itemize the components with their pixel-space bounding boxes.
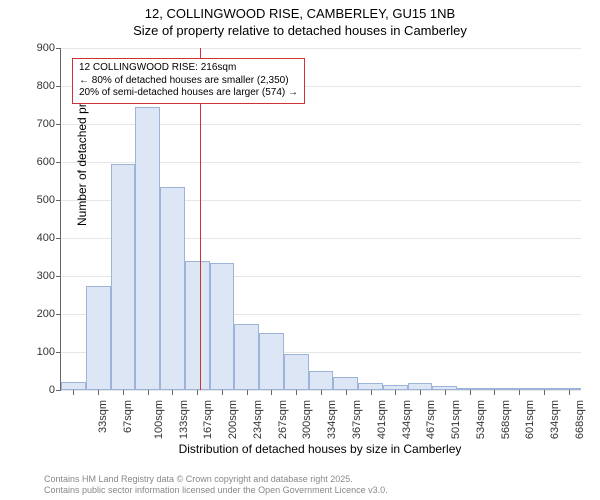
xtick-label: 534sqm	[475, 400, 487, 439]
chart-container: 12, COLLINGWOOD RISE, CAMBERLEY, GU15 1N…	[0, 0, 600, 500]
histogram-bar	[309, 371, 334, 390]
xtick-mark	[73, 390, 74, 395]
xtick-label: 300sqm	[302, 400, 314, 439]
xtick-mark	[420, 390, 421, 395]
histogram-bar	[259, 333, 284, 390]
histogram-bar	[61, 382, 86, 390]
xtick-label: 33sqm	[97, 400, 109, 433]
xtick-mark	[371, 390, 372, 395]
xtick-label: 367sqm	[351, 400, 363, 439]
histogram-bar	[284, 354, 309, 390]
chart-titles: 12, COLLINGWOOD RISE, CAMBERLEY, GU15 1N…	[0, 0, 600, 40]
title-line-2: Size of property relative to detached ho…	[0, 23, 600, 40]
xtick-label: 200sqm	[227, 400, 239, 439]
ytick-label: 400	[37, 232, 61, 244]
xtick-label: 100sqm	[153, 400, 165, 439]
ytick-label: 100	[37, 346, 61, 358]
ytick-label: 500	[37, 194, 61, 206]
histogram-bar	[210, 263, 235, 390]
xtick-mark	[98, 390, 99, 395]
xtick-label: 133sqm	[178, 400, 190, 439]
xtick-mark	[519, 390, 520, 395]
footer: Contains HM Land Registry data © Crown c…	[44, 474, 388, 497]
ytick-label: 200	[37, 308, 61, 320]
xtick-mark	[321, 390, 322, 395]
annotation-line: ← 80% of detached houses are smaller (2,…	[79, 75, 298, 88]
ytick-label: 700	[37, 118, 61, 130]
xtick-label: 167sqm	[203, 400, 215, 439]
xtick-label: 668sqm	[574, 400, 586, 439]
xtick-mark	[569, 390, 570, 395]
annotation-line: 12 COLLINGWOOD RISE: 216sqm	[79, 62, 298, 75]
xtick-mark	[470, 390, 471, 395]
xtick-label: 568sqm	[500, 400, 512, 439]
ytick-label: 800	[37, 80, 61, 92]
xtick-label: 334sqm	[326, 400, 338, 439]
histogram-bar	[333, 377, 358, 390]
histogram-bar	[86, 286, 111, 391]
xtick-label: 401sqm	[376, 400, 388, 439]
footer-line-1: Contains HM Land Registry data © Crown c…	[44, 474, 388, 485]
footer-line-2: Contains public sector information licen…	[44, 485, 388, 496]
xtick-label: 67sqm	[122, 400, 134, 433]
histogram-bar	[408, 383, 433, 390]
xtick-mark	[494, 390, 495, 395]
histogram-bar	[185, 261, 210, 390]
ytick-label: 900	[37, 42, 61, 54]
x-axis-label: Distribution of detached houses by size …	[60, 442, 580, 456]
xtick-mark	[445, 390, 446, 395]
xtick-label: 634sqm	[549, 400, 561, 439]
xtick-mark	[222, 390, 223, 395]
xtick-label: 601sqm	[524, 400, 536, 439]
histogram-bar	[135, 107, 160, 390]
xtick-mark	[123, 390, 124, 395]
ytick-label: 600	[37, 156, 61, 168]
xtick-label: 234sqm	[252, 400, 264, 439]
annotation-line: 20% of semi-detached houses are larger (…	[79, 87, 298, 100]
histogram-bar	[234, 324, 259, 391]
annotation-box: 12 COLLINGWOOD RISE: 216sqm← 80% of deta…	[72, 58, 305, 104]
xtick-mark	[544, 390, 545, 395]
xtick-mark	[247, 390, 248, 395]
ytick-label: 0	[49, 384, 61, 396]
xtick-mark	[296, 390, 297, 395]
histogram-bar	[160, 187, 185, 390]
ytick-label: 300	[37, 270, 61, 282]
histogram-bar	[358, 383, 383, 390]
xtick-mark	[346, 390, 347, 395]
gridline	[61, 48, 581, 49]
xtick-mark	[271, 390, 272, 395]
xtick-mark	[197, 390, 198, 395]
xtick-label: 501sqm	[450, 400, 462, 439]
xtick-mark	[172, 390, 173, 395]
xtick-label: 434sqm	[401, 400, 413, 439]
xtick-mark	[148, 390, 149, 395]
xtick-mark	[395, 390, 396, 395]
histogram-bar	[111, 164, 136, 390]
xtick-label: 467sqm	[425, 400, 437, 439]
title-line-1: 12, COLLINGWOOD RISE, CAMBERLEY, GU15 1N…	[0, 6, 600, 23]
xtick-label: 267sqm	[277, 400, 289, 439]
